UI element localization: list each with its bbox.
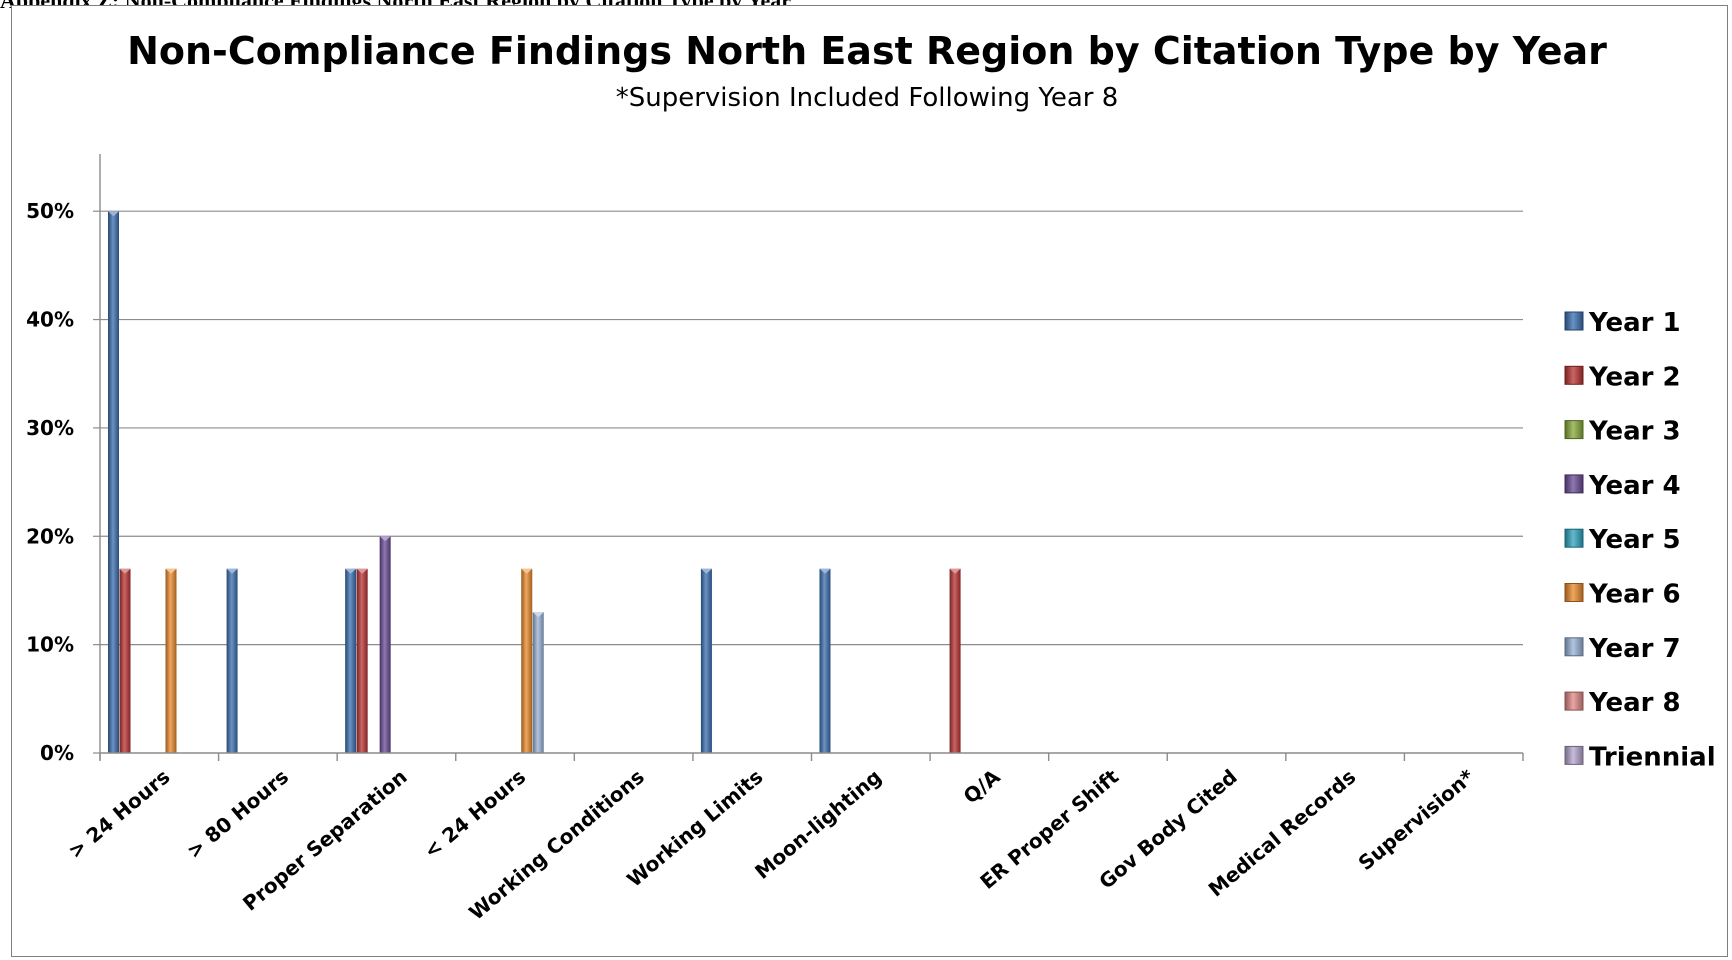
legend-label: Year 4 [1588, 471, 1681, 501]
legend-swatch [1564, 583, 1584, 602]
bar-top-highlight [700, 568, 712, 574]
legend: Year 1 Year 2 Year 3 Year 4 Year 5 Year 6 Year… [1564, 308, 1716, 772]
legend-label: Year 6 [1588, 580, 1681, 610]
bar-year-1 [700, 568, 712, 753]
y-tick-label: 0% [40, 741, 74, 765]
bars [108, 211, 961, 753]
x-category-label: Q/A [959, 764, 1005, 808]
bar-chart: Non-Compliance Findings North East Regio… [26, 29, 1716, 925]
legend-swatch [1564, 528, 1584, 548]
y-tick-label: 30% [26, 416, 74, 440]
bar-top-highlight [379, 536, 391, 542]
bar-top-highlight [226, 568, 238, 574]
bar-top-highlight [165, 568, 177, 574]
chart-frame: Non-Compliance Findings North East Regio… [11, 5, 1728, 957]
legend-swatch [1564, 420, 1584, 440]
legend-label: Year 8 [1588, 688, 1681, 718]
y-tick-label: 10% [26, 633, 74, 657]
legend-swatch [1564, 691, 1584, 711]
legend-swatch [1564, 311, 1584, 331]
bar-top-highlight [949, 568, 961, 574]
gridlines [100, 210, 1523, 646]
bar-year-6 [165, 568, 177, 753]
legend-label: Triennial [1589, 742, 1716, 772]
bar-top-highlight [521, 568, 533, 574]
legend-label: Year 5 [1588, 525, 1681, 555]
bar-year-4 [379, 536, 391, 753]
bar-top-highlight [356, 568, 368, 574]
bar-year-1 [226, 568, 238, 753]
x-category-label: > 24 Hours [63, 764, 174, 863]
x-category-label: Moon-lighting [750, 764, 886, 883]
x-category-label: > 80 Hours [182, 764, 293, 863]
legend-swatch [1564, 745, 1584, 765]
legend-swatch [1564, 365, 1584, 385]
bar-year-2 [356, 568, 368, 753]
bar-top-highlight [532, 612, 544, 618]
bar-top-highlight [119, 568, 131, 574]
y-tick-label: 50% [26, 199, 74, 223]
bar-year-2 [949, 568, 961, 753]
chart-title: Non-Compliance Findings North East Regio… [127, 29, 1607, 73]
axes [99, 154, 1524, 761]
legend-label: Year 7 [1588, 634, 1681, 664]
bar-year-7 [532, 612, 544, 753]
bar-year-1 [819, 568, 831, 753]
bar-year-1 [108, 211, 119, 753]
x-category-label: < 24 Hours [419, 764, 530, 863]
bar-top-highlight [108, 211, 119, 217]
legend-swatch [1564, 474, 1584, 494]
bar-top-highlight [819, 568, 831, 574]
y-tick-label: 20% [26, 524, 74, 548]
bar-year-6 [521, 568, 533, 753]
legend-swatch [1564, 637, 1584, 657]
legend-label: Year 3 [1588, 417, 1681, 447]
chart-subtitle: *Supervision Included Following Year 8 [616, 83, 1119, 113]
bar-year-2 [119, 568, 131, 753]
x-category-label: Supervision* [1354, 764, 1480, 875]
legend-label: Year 1 [1588, 308, 1681, 338]
legend-label: Year 2 [1588, 362, 1681, 392]
bar-top-highlight [345, 568, 357, 574]
bar-year-1 [345, 568, 357, 753]
y-axis-ticks: 0% 10% 20% 30% 40% 50% [26, 199, 100, 765]
y-tick-label: 40% [26, 308, 74, 332]
